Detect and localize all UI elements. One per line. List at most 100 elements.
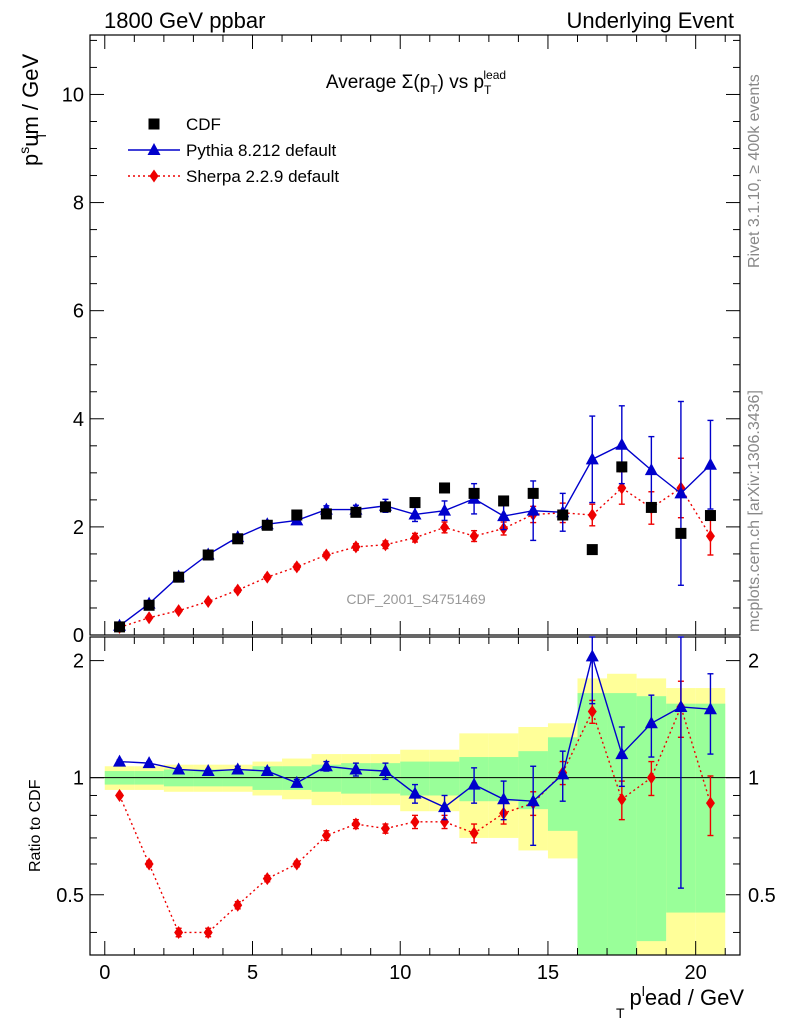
pythia-marker — [703, 702, 717, 715]
main-title-text: Average — [326, 72, 402, 93]
header-left: 1800 GeV ppbar — [104, 8, 266, 33]
ratio-frame — [89, 636, 741, 956]
ratio-y-tick-label-right: 0.5 — [748, 885, 776, 907]
sherpa-marker — [587, 704, 597, 718]
main-title-mid: ) vs p — [438, 72, 484, 93]
sherpa-marker — [617, 792, 627, 806]
main-y-tick-label: 0 — [73, 625, 84, 647]
cdf-marker — [114, 621, 126, 633]
pythia-marker — [172, 762, 186, 775]
y-label-rest: um / GeV — [18, 54, 43, 147]
cdf-marker — [143, 599, 155, 611]
cdf-marker — [148, 118, 160, 130]
cdf-marker — [675, 527, 687, 539]
pythia-marker — [113, 754, 127, 767]
cdf-marker — [616, 461, 628, 473]
sherpa-marker — [144, 611, 154, 625]
sherpa-marker — [351, 540, 361, 554]
sherpa-marker — [380, 538, 390, 552]
main-title: Average Σ(pT) vs pTlead — [326, 68, 506, 97]
x-label-rest: ead / GeV — [645, 985, 744, 1010]
pythia-marker — [615, 747, 629, 760]
main-title-sub: T — [484, 83, 492, 97]
pythia-marker — [201, 764, 215, 777]
sherpa-marker — [292, 560, 302, 574]
cdf-marker — [557, 509, 569, 521]
cdf-marker — [350, 506, 362, 518]
main-y-tick-label: 6 — [73, 301, 84, 323]
sherpa-marker — [469, 826, 479, 840]
sherpa-marker — [292, 857, 302, 871]
sherpa-marker — [149, 169, 159, 183]
cdf-marker — [468, 487, 480, 499]
ratio-bands — [104, 673, 726, 955]
pythia-marker — [467, 777, 481, 790]
legend: CDF Pythia 8.212 default Sherpa 2.2.9 defa… — [128, 115, 339, 186]
pythia-marker — [615, 437, 629, 450]
x-axis-label: plead / GeV — [630, 983, 745, 1010]
main-frame — [89, 34, 741, 636]
sherpa-marker — [617, 481, 627, 495]
sherpa-marker — [469, 529, 479, 543]
main-y-tick-label: 2 — [73, 517, 84, 539]
sherpa-marker — [262, 872, 272, 886]
main-title-sigma-sub: T — [430, 83, 438, 97]
cdf-marker — [586, 544, 598, 556]
cdf-marker — [645, 501, 657, 513]
pythia-marker — [147, 143, 161, 155]
sherpa-marker — [262, 570, 272, 584]
y-axis-label-ratio: Ratio to CDF — [27, 779, 44, 872]
sherpa-marker — [410, 815, 420, 829]
sherpa-marker — [646, 771, 656, 785]
main-title-sigma: Σ(p — [402, 72, 431, 93]
x-tick-label: 20 — [685, 962, 707, 984]
pythia-marker — [260, 764, 274, 777]
cdf-marker — [498, 495, 510, 507]
cdf-marker — [527, 487, 539, 499]
cdf-marker — [261, 519, 273, 531]
sherpa-marker — [233, 898, 243, 912]
sherpa-marker — [174, 925, 184, 939]
sherpa-marker — [233, 583, 243, 597]
pythia-marker — [644, 463, 658, 476]
cdf-marker — [439, 482, 451, 494]
main-y-tick-label: 8 — [73, 193, 84, 215]
legend-label-sherpa: Sherpa 2.2.9 default — [186, 167, 339, 186]
ratio-y-tick-label-right: 2 — [748, 651, 759, 673]
sherpa-marker — [380, 822, 390, 836]
pythia-marker — [290, 775, 304, 788]
pythia-marker — [585, 649, 599, 662]
x-tick-label: 5 — [247, 962, 258, 984]
x-tick-label: 15 — [537, 962, 559, 984]
ratio-y-tick-label: 1 — [73, 768, 84, 790]
legend-label-pythia: Pythia 8.212 default — [186, 141, 337, 160]
x-label-sup: l — [642, 983, 645, 999]
sherpa-marker — [351, 817, 361, 831]
pythia-marker — [438, 503, 452, 516]
sherpa-marker — [705, 796, 715, 810]
plot-frames — [89, 34, 741, 956]
pythia-marker — [438, 800, 452, 813]
cdf-marker — [291, 509, 303, 521]
pythia-marker — [497, 509, 511, 522]
main-y-tick-label: 4 — [73, 409, 84, 431]
axis-ticks: 0 2 4 6 8 10 0 5 10 15 20 0.5 0.5 1 1 2 2 — [56, 35, 776, 984]
cdf-marker — [173, 571, 185, 583]
main-y-tick-label: 10 — [62, 84, 84, 106]
watermark: CDF_2001_S4751469 — [346, 591, 486, 607]
sherpa-marker — [440, 520, 450, 534]
x-axis-label-sub: T — [616, 1005, 625, 1021]
sherpa-marker — [203, 925, 213, 939]
y-axis-label-main: psum / GeV — [16, 54, 43, 166]
header-right: Underlying Event — [566, 8, 734, 33]
sherpa-marker — [587, 508, 597, 522]
cdf-marker — [379, 501, 391, 513]
sherpa-marker — [144, 857, 154, 871]
y-label-p: p — [18, 154, 43, 166]
pythia-marker — [526, 794, 540, 807]
sherpa-marker — [174, 604, 184, 618]
ratio-y-tick-label-right: 1 — [748, 768, 759, 790]
pythia-marker — [703, 457, 717, 470]
pythia-marker — [674, 486, 688, 499]
